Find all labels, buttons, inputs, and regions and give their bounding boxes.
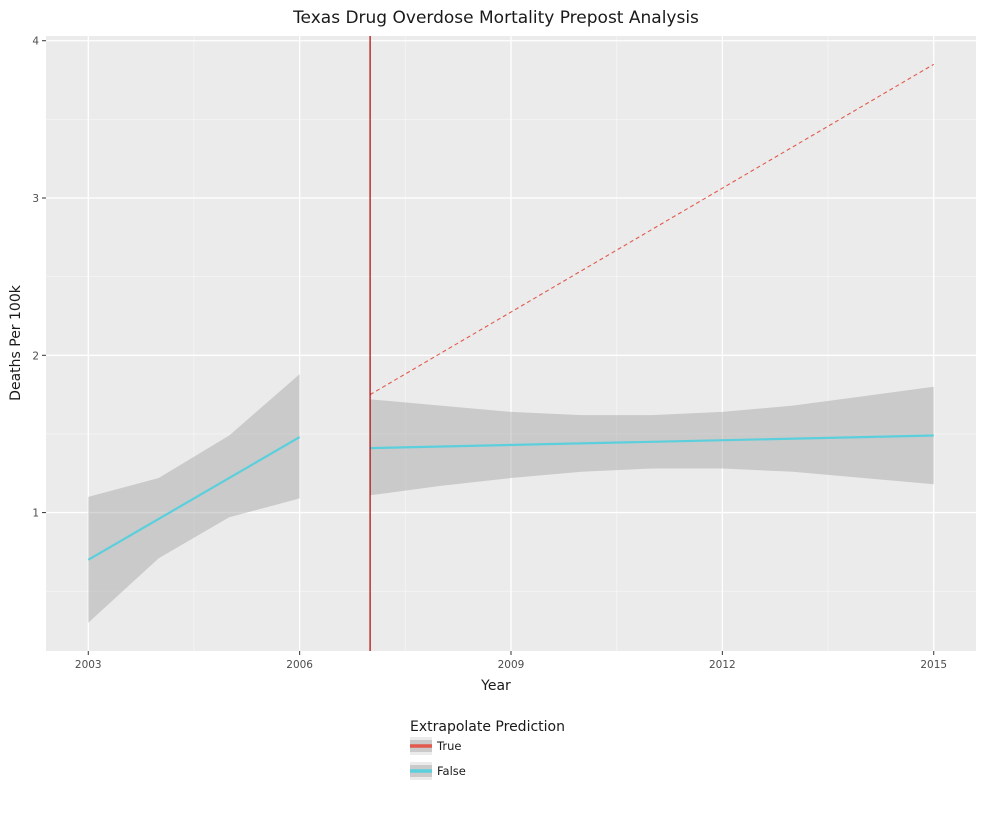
grid-lines <box>46 36 976 651</box>
series-lines <box>87 63 935 561</box>
y-tick-label: 2 <box>32 350 39 362</box>
legend-label: False <box>437 764 466 778</box>
chart-title: Texas Drug Overdose Mortality Prepost An… <box>292 8 699 28</box>
y-tick-label: 3 <box>32 193 39 205</box>
x-tick-label: 2003 <box>75 659 102 671</box>
legend: Extrapolate Prediction True False <box>410 719 565 780</box>
y-tick-label: 4 <box>32 36 39 48</box>
x-tick-label: 2015 <box>920 659 947 671</box>
x-tick-label: 2006 <box>286 659 313 671</box>
x-tick-label: 2009 <box>498 659 525 671</box>
x-axis-ticks: 2003 2006 2009 2012 2015 <box>75 651 947 671</box>
legend-label: True <box>436 739 461 753</box>
series-line-extrapolated <box>369 63 935 396</box>
y-tick-label: 1 <box>32 508 39 520</box>
series-line-post <box>370 434 934 450</box>
series-line-pre <box>87 436 301 561</box>
x-axis-title: Year <box>480 678 511 694</box>
legend-title: Extrapolate Prediction <box>410 719 565 735</box>
y-axis-ticks: 1 2 3 4 <box>32 36 46 520</box>
x-tick-label: 2012 <box>709 659 736 671</box>
y-axis-title: Deaths Per 100k <box>8 284 24 401</box>
